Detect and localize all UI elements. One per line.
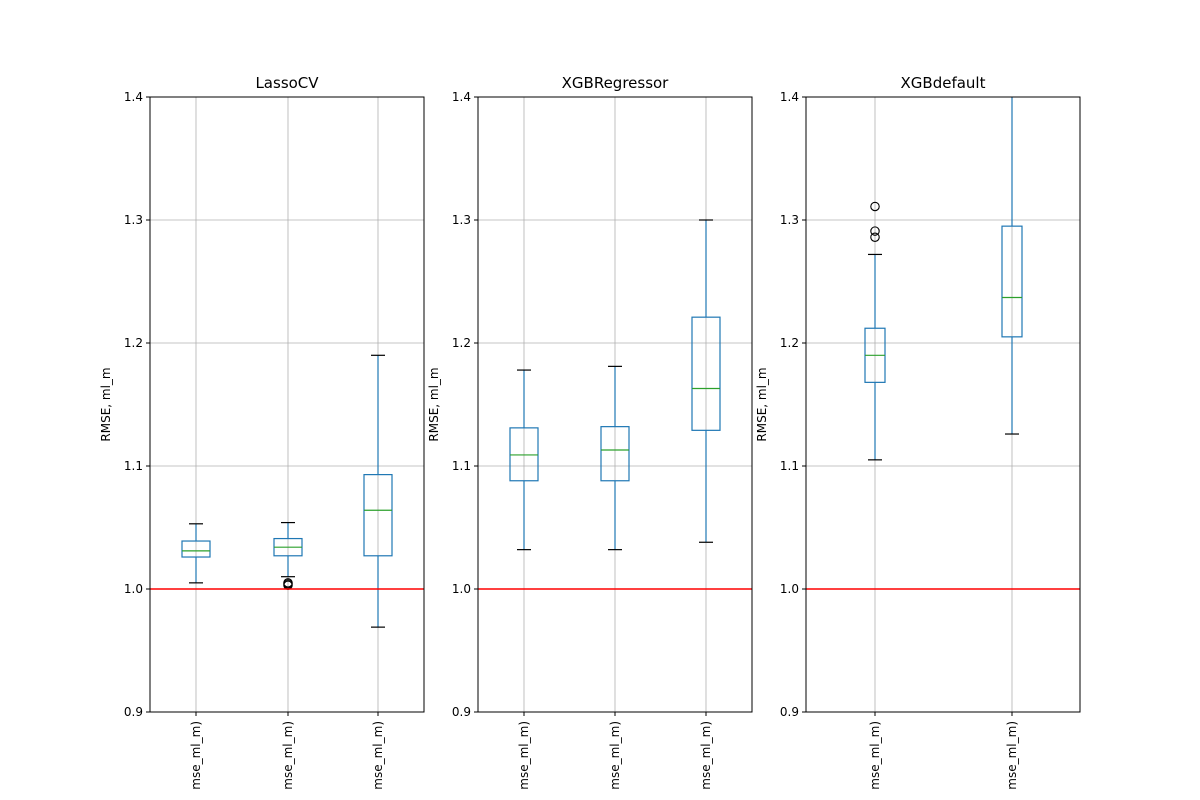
plot-area [181, 354, 393, 628]
box-iqr [363, 474, 393, 557]
y-tick-label: 1.4 [124, 90, 143, 104]
box-2 [1001, 97, 1023, 435]
box-1 [181, 523, 211, 584]
y-tick-label: 0.9 [452, 705, 471, 719]
y-tick-label: 1.4 [452, 90, 471, 104]
y-tick-label: 1.3 [780, 213, 799, 227]
y-tick-label: 1.2 [124, 336, 143, 350]
y-tick-label: 1.0 [452, 582, 471, 596]
panel-title: LassoCV [255, 74, 319, 92]
y-tick-label: 1.4 [780, 90, 799, 104]
y-tick-label: 1.1 [124, 459, 143, 473]
y-tick-label: 1.1 [780, 459, 799, 473]
box-2 [273, 521, 303, 591]
x-tick-label: mse_ml_m) [371, 721, 385, 790]
plot-area [864, 97, 1023, 461]
panel-title: XGBRegressor [562, 74, 670, 92]
box-3 [691, 219, 721, 543]
x-tick-label: mse_ml_m) [189, 721, 203, 790]
box-iqr [600, 426, 630, 482]
axes-frame [805, 96, 1081, 713]
box-iqr [1001, 225, 1023, 338]
x-tick-label: mse_ml_m) [517, 721, 531, 790]
outlier-point [283, 578, 293, 588]
y-tick-label: 1.0 [780, 582, 799, 596]
box-iqr [509, 427, 539, 482]
panel-2: 0.9 1.0 1.1 1.2 1.3 1.4 mse_ml_m) mse_ml_m) mse_… [427, 74, 753, 790]
box-1 [864, 201, 886, 461]
x-tick-label: mse_ml_m) [1005, 721, 1019, 790]
y-axis-label: RMSE, ml_m [755, 367, 769, 441]
x-tick-label: mse_ml_m) [699, 721, 713, 790]
box-iqr [181, 540, 211, 558]
y-axis-label: RMSE, ml_m [427, 367, 441, 441]
y-tick-label: 1.3 [124, 213, 143, 227]
y-tick-label: 1.0 [124, 582, 143, 596]
x-tick-label: mse_ml_m) [868, 721, 882, 790]
box-iqr [691, 316, 721, 431]
panel-3: 0.9 1.0 1.1 1.2 1.3 1.4 mse_ml_m) mse_ml_m) XGBd… [755, 74, 1081, 790]
y-tick-label: 1.2 [780, 336, 799, 350]
y-tick-label: 1.3 [452, 213, 471, 227]
y-tick-label: 1.2 [452, 336, 471, 350]
outlier-point [870, 232, 880, 242]
box-2 [600, 365, 630, 551]
outlier-point [870, 201, 880, 212]
panel-1: 0.9 1.0 1.1 1.2 1.3 1.4 mse_ml_m) mse_ml_m) mse_… [99, 74, 425, 790]
panel-title: XGBdefault [901, 74, 986, 92]
axes-frame [149, 96, 425, 713]
y-axis-label: RMSE, ml_m [99, 367, 113, 441]
plot-area [509, 219, 721, 551]
x-tick-label: mse_ml_m) [608, 721, 622, 790]
outlier-point [870, 226, 880, 236]
y-tick-label: 0.9 [780, 705, 799, 719]
box-1 [509, 369, 539, 551]
x-tick-label: mse_ml_m) [281, 721, 295, 790]
y-tick-label: 1.1 [452, 459, 471, 473]
box-3 [363, 354, 393, 628]
y-tick-label: 0.9 [124, 705, 143, 719]
